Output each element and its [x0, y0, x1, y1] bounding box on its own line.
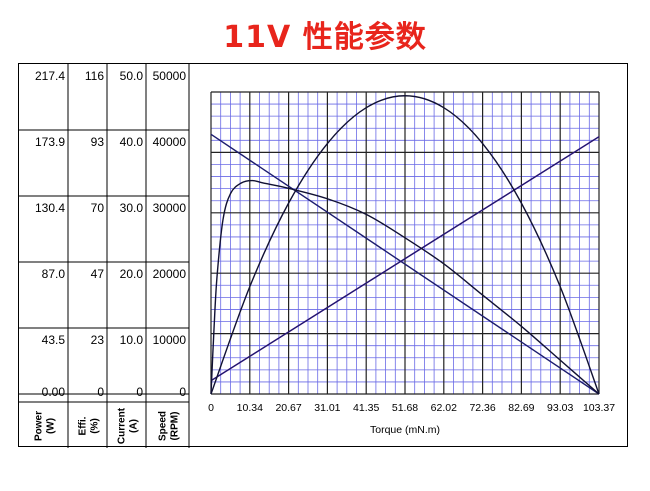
axis-unit: (A) [129, 419, 140, 433]
y-tick-label: 10000 [153, 333, 187, 347]
y-tick-label: 47 [91, 267, 105, 281]
series-line-power-3 [210, 95, 600, 395]
series-line-current-2 [210, 136, 600, 382]
axis-label-current: Current (A) [117, 407, 140, 444]
y-tick-label: 93 [91, 135, 105, 149]
x-tick-label: 62.02 [431, 402, 457, 414]
y-tick-label: 173.9 [35, 135, 65, 149]
x-tick-label: 20.67 [275, 402, 301, 414]
series-line-speed-0 [210, 133, 600, 395]
x-tick-label: 41.35 [353, 402, 379, 414]
page-title: 11V 性能参数 [223, 20, 427, 55]
series-line-effi-4 [210, 179, 600, 395]
axis-name: Power [34, 411, 45, 441]
y-tick-label: 20.0 [120, 267, 144, 281]
chart-frame: 217.4 173.9 130.4 87.0 43.5 0.00 Power (W) 116 93… [18, 63, 628, 448]
y-tick-label: 30000 [153, 201, 187, 215]
y-tick-label: 10.0 [120, 333, 144, 347]
y-tick-label: 0 [179, 385, 186, 399]
x-tick-label: 0 [208, 402, 214, 414]
x-tick-label: 93.03 [547, 402, 573, 414]
y-tick-label: 43.5 [42, 333, 66, 347]
y-tick-label: 116 [85, 69, 104, 83]
y-tick-label: 87.0 [42, 267, 66, 281]
axis-name: Effi. [78, 416, 89, 435]
axis-name: Speed [158, 411, 169, 441]
axis-label-power: Power (W) [34, 411, 57, 441]
x-tick-label: 10.34 [237, 402, 263, 414]
axis-label-effi: Effi. (%) [78, 416, 101, 435]
y-tick-label: 217.4 [35, 69, 65, 83]
x-tick-label: 72.36 [469, 402, 495, 414]
x-tick-label: 82.69 [508, 402, 534, 414]
y-tick-label: 23 [91, 333, 105, 347]
y-tick-label: 40.0 [120, 135, 144, 149]
y-tick-label: 0 [97, 385, 104, 399]
axis-label-speed: Speed (RPM) [158, 411, 181, 441]
y-tick-label: 30.0 [120, 201, 144, 215]
axis-unit: (W) [46, 418, 57, 434]
x-tick-label: 51.68 [392, 402, 418, 414]
y-tick-label: 70 [91, 201, 105, 215]
y-tick-label: 0.00 [42, 385, 66, 399]
y-tick-label: 20000 [153, 267, 187, 281]
performance-chart: 217.4 173.9 130.4 87.0 43.5 0.00 Power (W) 116 93… [19, 64, 615, 448]
x-tick-label: 31.01 [314, 402, 340, 414]
axis-unit: (RPM) [170, 412, 181, 441]
y-tick-label: 130.4 [35, 201, 65, 215]
y-tick-label: 50.0 [120, 69, 144, 83]
x-axis-label: Torque (mN.m) [370, 424, 440, 436]
y-tick-label: 40000 [153, 135, 187, 149]
y-tick-label: 50000 [153, 69, 187, 83]
axis-name: Current [117, 407, 128, 444]
y-tick-label: 0 [136, 385, 143, 399]
x-tick-label: 103.37 [583, 402, 615, 414]
axis-unit: (%) [90, 418, 101, 434]
